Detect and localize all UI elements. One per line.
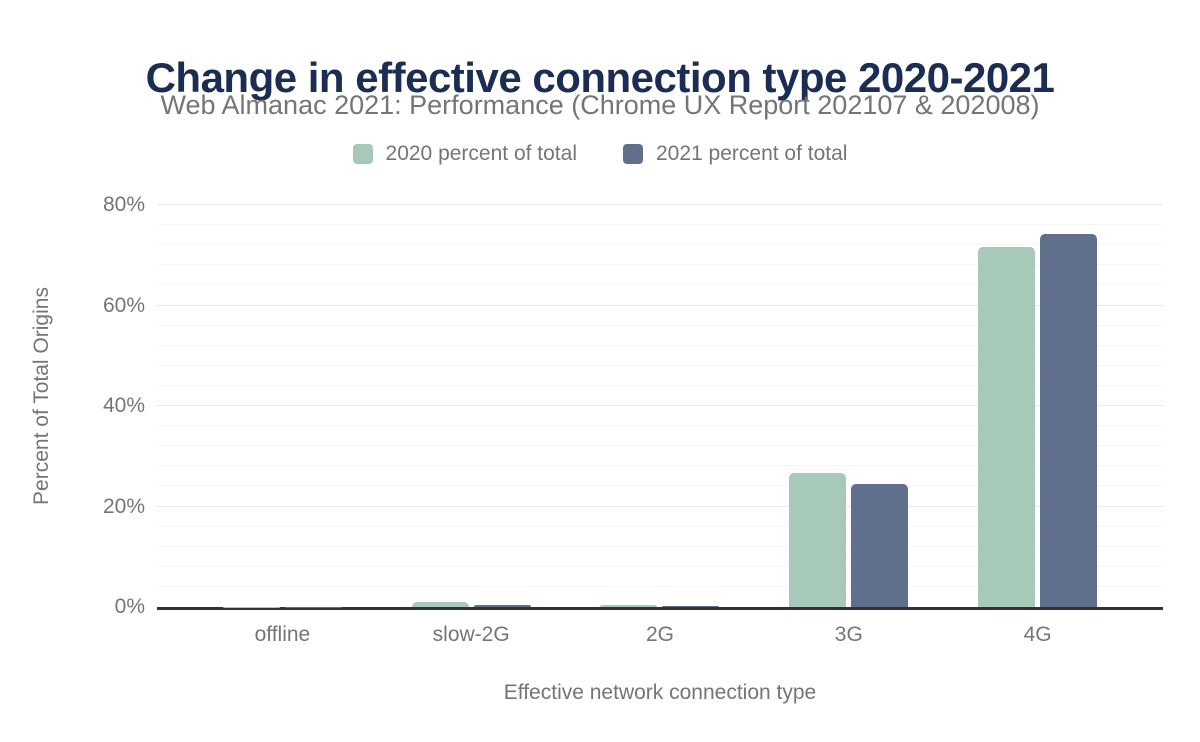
bar-2021-offline: [284, 606, 342, 607]
x-axis-title: Effective network connection type: [503, 681, 817, 704]
x-label-4G: 4G: [1023, 623, 1052, 646]
bar-2021-slow-2G: [473, 604, 531, 607]
legend-label-2020: 2020 percent of total: [385, 142, 577, 165]
gridline-minor-48: [157, 364, 1163, 366]
y-tick-40%: 40%: [102, 394, 145, 417]
legend: 2020 percent of total 2021 percent of to…: [0, 142, 1200, 166]
gridline-minor-12: [157, 545, 1163, 547]
legend-swatch-2021-icon: [623, 144, 643, 164]
plot-bands: [157, 186, 1163, 607]
category-band-2G: [566, 186, 755, 607]
gridline-minor-44: [157, 384, 1163, 386]
category-band-3G: [754, 186, 943, 607]
gridline-major-60: [157, 304, 1163, 306]
bar-2020-slow-2G: [411, 601, 469, 607]
gridline-minor-68: [157, 264, 1163, 266]
y-tick-0%: 0%: [114, 595, 145, 618]
gridline-minor-76: [157, 224, 1163, 226]
category-band-offline: [188, 186, 377, 607]
gridline-minor-32: [157, 445, 1163, 447]
gridline-minor-4: [157, 585, 1163, 587]
gridline-minor-28: [157, 465, 1163, 467]
x-label-2G: 2G: [645, 623, 674, 646]
gridline-minor-64: [157, 284, 1163, 286]
y-tick-60%: 60%: [102, 293, 145, 317]
x-label-offline: offline: [254, 623, 311, 646]
bar-2020-4G: [978, 246, 1036, 607]
chart-title: Change in effective connection type 2020…: [145, 54, 1055, 102]
category-band-4G: [943, 186, 1132, 607]
bar-2020-2G: [600, 605, 658, 607]
gridline-minor-16: [157, 525, 1163, 527]
gridline-minor-8: [157, 565, 1163, 567]
legend-item-2021: 2021 percent of total: [623, 142, 847, 166]
bar-2021-4G: [1040, 233, 1098, 607]
gridline-major-40: [157, 405, 1163, 406]
plot-area: [157, 186, 1163, 610]
gridline-minor-52: [157, 344, 1163, 346]
bar-2020-3G: [789, 473, 847, 607]
gridline-minor-24: [157, 485, 1163, 487]
x-axis-labels: offline slow-2G 2G 3G 4G: [157, 623, 1163, 647]
bar-2021-2G: [662, 606, 720, 607]
gridline-minor-72: [157, 244, 1163, 246]
bar-chart: Percent of Total Origins 0% 20% 40% 60% 80% …: [0, 186, 1200, 742]
gridline-minor-36: [157, 425, 1163, 427]
legend-label-2021: 2021 percent of total: [656, 142, 848, 165]
bar-2021-3G: [851, 484, 909, 607]
y-tick-20%: 20%: [102, 494, 145, 518]
y-tick-80%: 80%: [102, 193, 145, 216]
x-label-slow-2G: slow-2G: [432, 623, 510, 646]
x-label-3G: 3G: [834, 623, 863, 646]
legend-item-2020: 2020 percent of total: [352, 142, 577, 166]
gridline-minor-56: [157, 324, 1163, 326]
gridline-major-20: [157, 505, 1163, 507]
y-axis-ticks: 0% 20% 40% 60% 80%: [0, 186, 145, 618]
gridline-major-80: [157, 204, 1163, 205]
category-band-slow-2G: [377, 186, 566, 607]
bar-2020-offline: [222, 606, 280, 607]
chart-subtitle: Web Almanac 2021: Performance (Chrome UX…: [160, 90, 1040, 120]
legend-swatch-2020-icon: [352, 144, 373, 164]
